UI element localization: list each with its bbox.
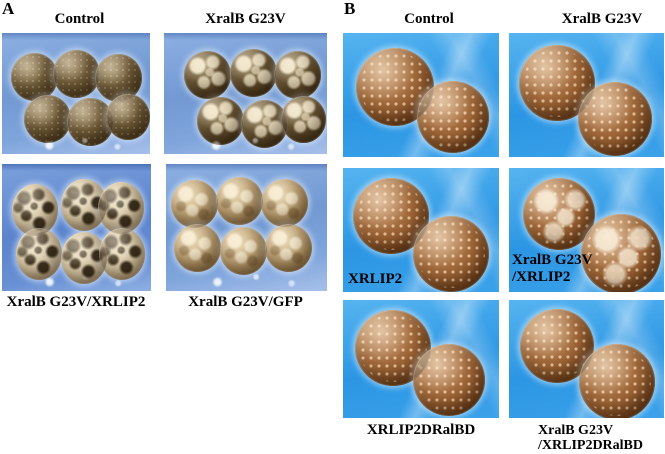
- embryo: [578, 82, 652, 156]
- embryo: [520, 309, 594, 383]
- oocyte: [265, 224, 312, 272]
- oocyte: [261, 179, 308, 227]
- panel-a-label: A: [2, 0, 15, 18]
- oocyte: [281, 96, 326, 143]
- oocyte: [106, 94, 150, 140]
- oocyte: [99, 228, 145, 280]
- panel-b-label: B: [344, 0, 356, 18]
- oocyte: [216, 177, 263, 225]
- panel-b-header-xralb-g23v: XralB G23V: [561, 11, 643, 27]
- photo-a-xralb-g23v: [164, 33, 327, 154]
- photo-a-control: [2, 33, 150, 154]
- oocyte: [220, 227, 267, 275]
- oocyte: [98, 182, 144, 234]
- photo-b-control: [343, 33, 499, 157]
- photo-a-xralb-g23v-gfp: [166, 164, 327, 291]
- overlay-xrlip2: XRLIP2: [348, 271, 403, 287]
- photo-b-xralb-g23v-xrlip2: XralB G23V /XRLIP2: [509, 168, 664, 292]
- overlay-xralb-g23v-line2: /XRLIP2: [512, 269, 571, 285]
- caption-a-xralb-g23v-xrlip2: XralB G23V/XRLIP2: [6, 294, 146, 310]
- embryo: [417, 81, 489, 153]
- oocyte: [12, 184, 58, 236]
- embryo: [581, 214, 661, 292]
- photo-a-xralb-g23v-xrlip2: [2, 164, 151, 291]
- oocyte: [61, 232, 107, 284]
- oocyte: [230, 49, 277, 97]
- photo-b-xralb-g23v-xrlip2dralbd: [509, 300, 664, 418]
- oocyte: [184, 51, 231, 99]
- caption-b-xralb-line2: /XRLIP2DRalBD: [538, 438, 644, 453]
- oocyte: [171, 180, 218, 228]
- photo-b-xrlip2dralbd: [343, 300, 499, 418]
- oocyte: [61, 179, 107, 231]
- caption-a-xralb-g23v-gfp: XralB G23V/GFP: [188, 294, 303, 310]
- caption-b-xrlip2dralbd: XRLIP2DRalBD: [366, 422, 476, 438]
- panel-b-header-control: Control: [404, 11, 454, 27]
- photo-b-xralb-g23v: [509, 33, 664, 157]
- oocyte: [24, 95, 71, 143]
- embryo: [413, 216, 489, 292]
- oocyte: [197, 97, 244, 145]
- photo-b-xrlip2: XRLIP2: [343, 168, 499, 292]
- overlay-xralb-g23v-line1: XralB G23V: [512, 252, 593, 268]
- oocyte: [53, 50, 100, 98]
- panel-a-header-control: Control: [54, 11, 105, 27]
- caption-b-xralb-line1: XralB G23V: [538, 423, 614, 438]
- panel-a-header-xralb-g23v: XralB G23V: [205, 11, 286, 27]
- oocyte: [241, 100, 288, 148]
- embryo: [579, 344, 655, 418]
- oocyte: [11, 53, 58, 101]
- oocyte: [16, 228, 62, 280]
- oocyte: [174, 224, 221, 272]
- embryo: [413, 344, 485, 416]
- oocyte: [274, 51, 321, 99]
